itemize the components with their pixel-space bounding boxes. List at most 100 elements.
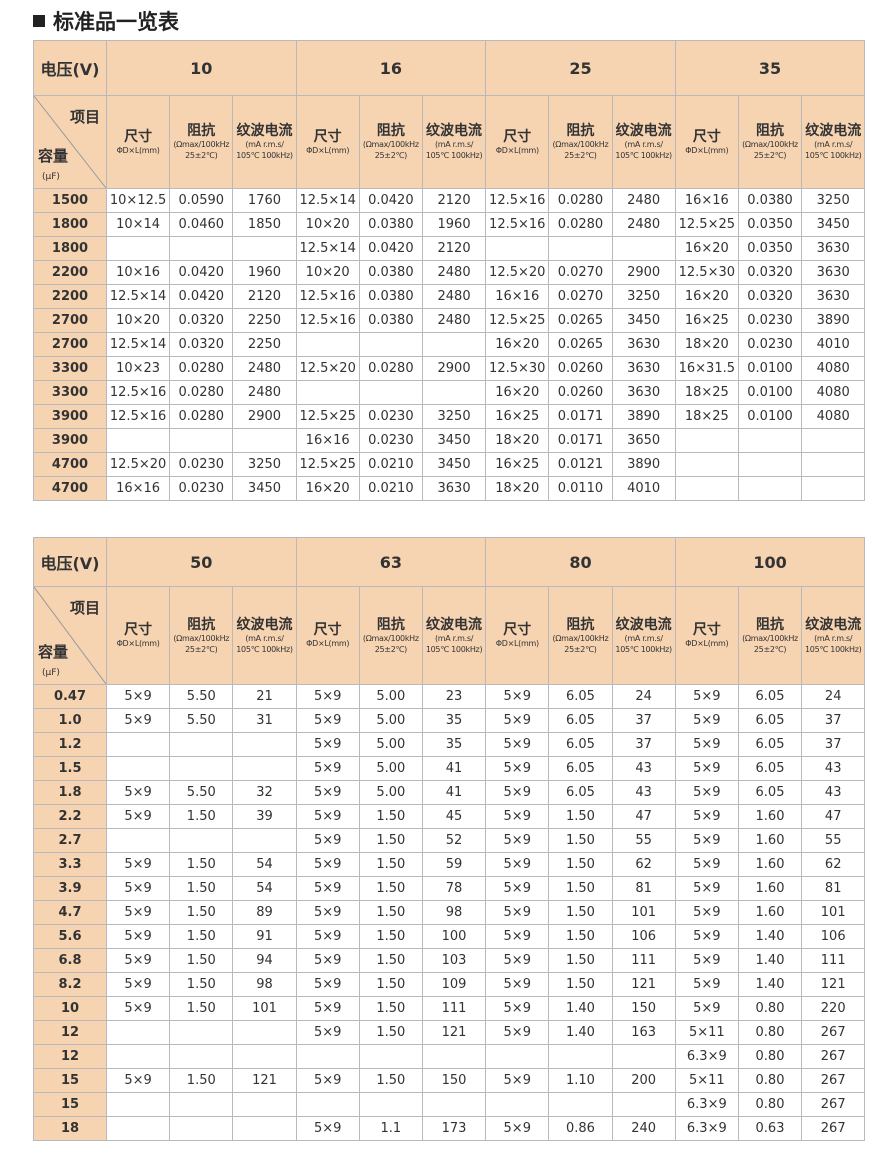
- capacitance-cell: 6.8: [33, 948, 107, 973]
- ripple-label: 纹波电流: [236, 616, 293, 633]
- table-row: 2700 10×20 0.0320 2250 12.5×16 0.0380 2480 12.5…: [33, 308, 866, 333]
- impedance-label: 阻抗: [187, 616, 216, 633]
- impedance-cell: [169, 828, 234, 853]
- corner-header-cell: 项目 容量 (μF): [33, 95, 107, 189]
- ripple-current-cell: [232, 236, 297, 261]
- impedance-cell: 1.50: [358, 804, 423, 829]
- impedance-cell: 1.50: [358, 948, 423, 973]
- impedance-cell: 0.0100: [737, 356, 803, 381]
- size-cell: 5×9: [105, 684, 171, 709]
- ripple-current-cell: 109: [421, 972, 487, 997]
- size-cell: 5×9: [105, 1068, 171, 1093]
- size-cell: 5×9: [485, 1020, 550, 1045]
- ripple-current-cell: 23: [421, 684, 487, 709]
- ripple-header: 纹波电流 (mA r.m.s/105℃ 100kHz): [801, 95, 866, 189]
- ripple-condition: 105℃ 100kHz): [236, 151, 293, 160]
- ripple-current-cell: 39: [232, 804, 297, 829]
- impedance-cell: [358, 1092, 423, 1117]
- size-cell: 5×11: [674, 1068, 739, 1093]
- ripple-current-cell: 2480: [421, 284, 487, 309]
- table-row: 3300 12.5×16 0.0280 2480 16×20 0.0260 3630 18×2…: [33, 380, 866, 405]
- ripple-current-cell: [232, 1044, 297, 1069]
- ripple-current-cell: [611, 1044, 676, 1069]
- ripple-current-cell: 2250: [232, 308, 297, 333]
- ripple-current-cell: [611, 1092, 676, 1117]
- ripple-label: 纹波电流: [426, 123, 483, 139]
- size-cell: 5×9: [105, 708, 171, 733]
- ripple-current-cell: 59: [421, 852, 487, 877]
- size-cell: [105, 732, 171, 757]
- ripple-current-cell: [232, 1092, 297, 1117]
- size-unit: ΦD×L(mm): [306, 145, 350, 155]
- capacitance-cell: 18: [33, 1116, 107, 1141]
- ripple-condition: 105℃ 100kHz): [804, 151, 862, 160]
- impedance-cell: 1.50: [358, 924, 423, 949]
- ripple-label: 纹波电流: [615, 123, 672, 139]
- size-cell: 5×9: [295, 1068, 360, 1093]
- table-row: 12 6.3×9 0.80 267: [33, 1044, 866, 1069]
- size-unit: ΦD×L(mm): [116, 145, 160, 155]
- impedance-header: 阻抗 (Ωmax/100kHz 25±2℃): [169, 95, 234, 189]
- ripple-current-cell: 1960: [232, 260, 297, 285]
- impedance-cell: 0.0121: [548, 452, 613, 477]
- voltage-value: 10: [106, 40, 297, 96]
- voltage-value: 16: [295, 40, 487, 96]
- size-header: 尺寸 ΦD×L(mm): [295, 95, 360, 189]
- table-row: 6.8 5×9 1.50 94 5×9 1.50 103 5×9 1.50 111 5×9 1.40 1…: [33, 948, 866, 973]
- ripple-current-cell: 3250: [232, 452, 297, 477]
- impedance-cell: 0.0380: [358, 260, 423, 285]
- impedance-condition: 25±2℃): [564, 644, 597, 654]
- ripple-current-cell: [232, 756, 297, 781]
- size-header: 尺寸 ΦD×L(mm): [674, 95, 739, 189]
- corner-header-cell: 项目 容量 (μF): [33, 586, 107, 685]
- voltage-label: 电压(V): [33, 40, 107, 96]
- ripple-current-cell: 78: [421, 876, 487, 901]
- impedance-header: 阻抗 (Ωmax/100kHz 25±2℃): [737, 95, 803, 189]
- size-cell: 16×25: [674, 308, 739, 333]
- ripple-current-cell: 3450: [232, 476, 297, 501]
- size-cell: [105, 236, 171, 261]
- size-cell: 12.5×20: [105, 452, 171, 477]
- size-cell: 5×9: [485, 948, 550, 973]
- impedance-cell: 0.0230: [169, 452, 234, 477]
- ripple-current-cell: 3650: [611, 428, 676, 453]
- impedance-cell: 0.0280: [548, 212, 613, 237]
- size-cell: 16×25: [485, 452, 550, 477]
- impedance-cell: 0.0280: [548, 188, 613, 213]
- size-cell: 5×9: [295, 684, 360, 709]
- size-cell: 5×9: [295, 948, 360, 973]
- size-cell: [105, 1092, 171, 1117]
- ripple-current-cell: 81: [611, 876, 676, 901]
- ripple-current-cell: 3630: [421, 476, 487, 501]
- ripple-current-cell: [421, 332, 487, 357]
- voltage-value: 80: [485, 537, 676, 587]
- size-cell: 5×9: [674, 804, 739, 829]
- table-row: 1500 10×12.5 0.0590 1760 12.5×14 0.0420 2120 12…: [33, 188, 866, 213]
- ripple-current-cell: 111: [611, 948, 676, 973]
- ripple-current-cell: 35: [421, 732, 487, 757]
- impedance-cell: 1.60: [737, 804, 803, 829]
- impedance-cell: 1.60: [737, 900, 803, 925]
- table-row: 1800 10×14 0.0460 1850 10×20 0.0380 1960 12.5×1…: [33, 212, 866, 237]
- size-cell: 12.5×25: [485, 308, 550, 333]
- capacity-label: 容量: [38, 643, 69, 661]
- ripple-current-cell: [232, 1020, 297, 1045]
- impedance-cell: [737, 476, 803, 501]
- ripple-current-cell: [801, 428, 866, 453]
- impedance-cell: 0.0380: [358, 308, 423, 333]
- column-header-row: 项目 容量 (μF) 尺寸 ΦD×L(mm) 阻抗 (Ωmax/100kHz 25±2℃) 纹波…: [33, 95, 866, 189]
- impedance-cell: 1.60: [737, 852, 803, 877]
- impedance-cell: 6.05: [548, 756, 613, 781]
- size-cell: 6.3×9: [674, 1044, 739, 1069]
- size-cell: 5×9: [485, 1116, 550, 1141]
- size-cell: [674, 476, 739, 501]
- table-row: 10 5×9 1.50 101 5×9 1.50 111 5×9 1.40 150 5×9 0.80 2…: [33, 996, 866, 1021]
- table-row: 1.2 5×9 5.00 35 5×9 6.05 37 5×9 6.05 37: [33, 732, 866, 757]
- impedance-cell: 5.00: [358, 732, 423, 757]
- impedance-cell: 1.50: [169, 1068, 234, 1093]
- impedance-cell: 1.50: [548, 804, 613, 829]
- size-cell: 18×20: [485, 476, 550, 501]
- impedance-condition: 25±2℃): [753, 151, 787, 160]
- ripple-current-cell: 4010: [611, 476, 676, 501]
- spec-table-high-voltage: 电压(V) 50 63 80 100 项目 容量 (μF) 尺寸 ΦD×L(mm) 阻抗 (Ωmax/…: [33, 537, 866, 1141]
